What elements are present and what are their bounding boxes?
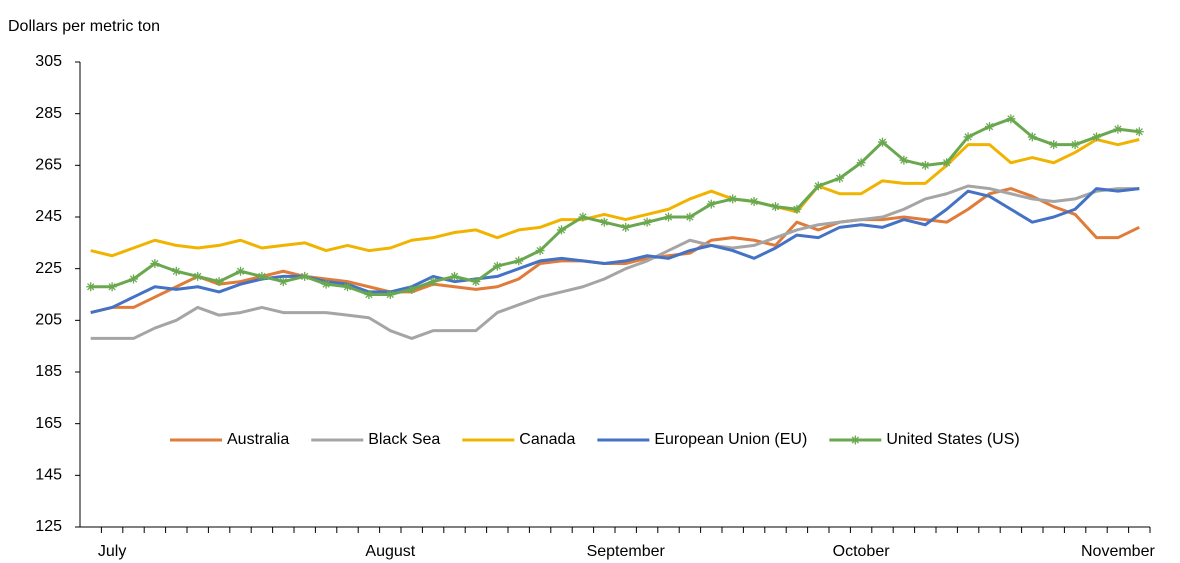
marker — [963, 132, 973, 142]
marker — [300, 271, 310, 281]
marker — [385, 290, 395, 299]
y-tick-label: 245 — [35, 208, 62, 225]
marker — [236, 266, 245, 276]
y-tick-label: 165 — [35, 415, 62, 432]
marker — [343, 282, 352, 292]
marker — [813, 181, 823, 191]
line-series — [90, 184, 1140, 340]
marker — [835, 173, 845, 183]
marker — [129, 274, 138, 284]
x-tick-label: July — [98, 543, 126, 560]
marker — [920, 160, 930, 170]
marker — [578, 212, 588, 222]
y-axis-title: Dollars per metric ton — [8, 18, 160, 35]
y-tick-label: 265 — [35, 157, 62, 174]
marker — [1070, 140, 1080, 150]
y-tick-label: 285 — [35, 105, 62, 122]
marker — [407, 284, 417, 294]
legend-label: Black Sea — [368, 431, 440, 448]
marker — [642, 217, 652, 227]
marker — [321, 279, 331, 289]
marker — [1049, 140, 1059, 150]
x-tick-label: August — [365, 543, 415, 560]
marker — [706, 199, 716, 209]
marker — [364, 290, 374, 299]
x-tick-label: September — [587, 543, 666, 560]
marker — [878, 137, 887, 147]
x-tick-label: October — [833, 543, 891, 560]
legend-label: Canada — [519, 431, 575, 448]
marker — [450, 271, 459, 281]
x-tick-label: November — [1081, 543, 1155, 560]
line-series — [90, 187, 1140, 315]
y-tick-label: 205 — [35, 312, 62, 329]
marker — [492, 261, 502, 271]
line-series — [90, 187, 1140, 315]
marker — [514, 256, 524, 266]
marker — [171, 266, 181, 276]
marker — [685, 212, 695, 222]
marker — [749, 197, 759, 206]
marker — [792, 204, 802, 214]
marker — [599, 217, 609, 227]
marker — [557, 225, 566, 235]
marker — [985, 122, 994, 132]
marker — [278, 277, 288, 287]
marker — [1027, 132, 1037, 142]
marker — [1006, 114, 1016, 124]
y-tick-label: 125 — [35, 518, 62, 535]
legend-label: United States (US) — [886, 431, 1019, 448]
legend-label: European Union (EU) — [654, 431, 807, 448]
marker — [193, 271, 203, 281]
marker — [942, 158, 952, 168]
marker — [257, 271, 267, 281]
marker — [214, 277, 224, 287]
y-tick-label: 305 — [35, 53, 62, 70]
line-series — [90, 138, 1140, 258]
legend-marker — [850, 435, 860, 445]
marker — [728, 194, 738, 204]
marker — [1134, 127, 1144, 137]
marker — [428, 277, 438, 287]
marker — [150, 259, 160, 268]
y-tick-label: 145 — [35, 467, 62, 484]
marker — [899, 155, 909, 165]
marker — [107, 282, 117, 292]
y-tick-label: 225 — [35, 260, 62, 277]
marker — [86, 282, 96, 292]
marker — [471, 277, 481, 287]
marker — [664, 212, 673, 222]
marker — [856, 158, 866, 168]
marker — [1113, 124, 1123, 134]
marker — [771, 202, 780, 212]
legend-label: Australia — [227, 431, 289, 448]
line-series — [90, 117, 1140, 296]
marker — [1092, 132, 1101, 142]
y-tick-label: 185 — [35, 363, 62, 380]
marker — [535, 246, 545, 256]
marker — [621, 222, 631, 232]
